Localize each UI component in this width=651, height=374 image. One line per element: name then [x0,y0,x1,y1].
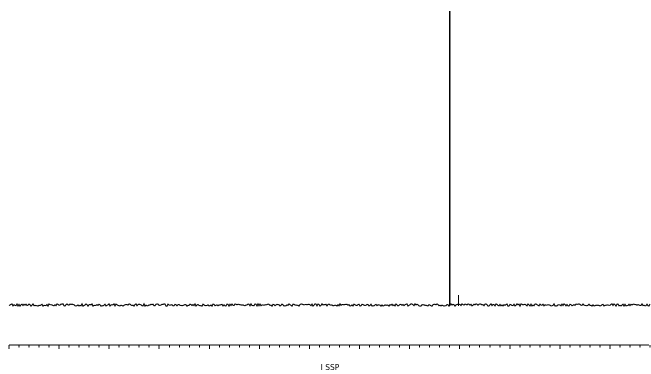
spectrum-baseline-trace [8,302,651,308]
x-axis-ticks [8,345,651,349]
spectrum-peak-layer [449,11,460,306]
x-axis-caption: I SSP [321,363,340,372]
spectrum-trace-layer [8,302,651,308]
